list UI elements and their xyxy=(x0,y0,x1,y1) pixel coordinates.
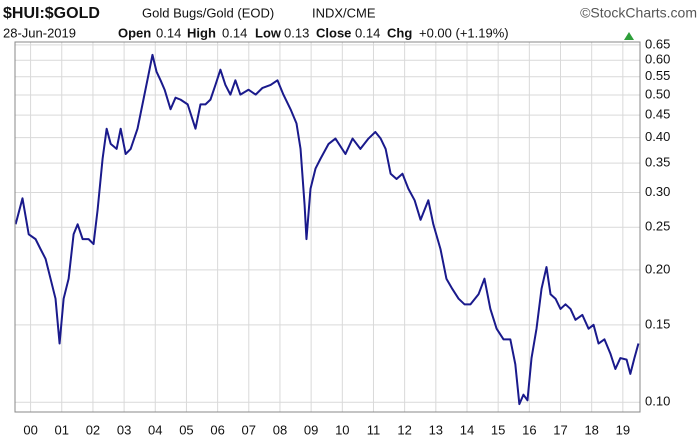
x-tick-label: 19 xyxy=(616,422,630,437)
y-tick-label: 0.60 xyxy=(645,52,670,67)
y-tick-label: 0.15 xyxy=(645,316,670,331)
x-tick-label: 02 xyxy=(86,422,100,437)
y-tick-label: 0.25 xyxy=(645,219,670,234)
y-tick-label: 0.55 xyxy=(645,68,670,83)
quote-label: Low xyxy=(255,25,282,40)
y-tick-label: 0.10 xyxy=(645,394,670,409)
x-tick-label: 15 xyxy=(491,422,505,437)
x-tick-label: 09 xyxy=(304,422,318,437)
quote-value: 0.14 xyxy=(355,25,380,40)
y-tick-label: 0.35 xyxy=(645,155,670,170)
x-tick-label: 12 xyxy=(397,422,411,437)
x-tick-label: 03 xyxy=(117,422,131,437)
x-tick-label: 05 xyxy=(179,422,193,437)
subtitle: Gold Bugs/Gold (EOD) xyxy=(142,5,274,20)
y-tick-label: 0.40 xyxy=(645,129,670,144)
plot-area xyxy=(14,42,640,412)
quote-label: Close xyxy=(316,25,351,40)
quote-value: 0.13 xyxy=(284,25,309,40)
source: ©StockCharts.com xyxy=(580,5,697,21)
quote-value: 0.14 xyxy=(222,25,247,40)
x-tick-label: 14 xyxy=(460,422,474,437)
chart-title: $HUI:$GOLD xyxy=(3,5,100,22)
quote-label: Chg xyxy=(387,25,412,40)
quote-label: Open xyxy=(118,25,151,40)
x-tick-label: 01 xyxy=(55,422,69,437)
quote-value: +0.00 (+1.19%) xyxy=(419,25,509,40)
x-tick-label: 06 xyxy=(210,422,224,437)
quote-date: 28-Jun-2019 xyxy=(3,25,76,40)
x-tick-label: 00 xyxy=(23,422,37,437)
x-tick-label: 17 xyxy=(553,422,567,437)
x-tick-label: 13 xyxy=(429,422,443,437)
x-tick-label: 08 xyxy=(273,422,287,437)
up-arrow xyxy=(624,32,634,40)
x-tick-label: 16 xyxy=(522,422,536,437)
x-tick-label: 11 xyxy=(367,422,381,437)
x-tick-label: 04 xyxy=(148,422,162,437)
y-tick-label: 0.45 xyxy=(645,107,670,122)
y-tick-label: 0.30 xyxy=(645,184,670,199)
y-tick-label: 0.65 xyxy=(645,36,670,51)
plot-border xyxy=(14,41,641,413)
quote-label: High xyxy=(187,25,216,40)
x-tick-label: 18 xyxy=(584,422,598,437)
price-line xyxy=(14,53,640,406)
exchange: INDX/CME xyxy=(312,5,376,20)
x-tick-label: 10 xyxy=(335,422,349,437)
quote-value: 0.14 xyxy=(156,25,181,40)
y-tick-label: 0.50 xyxy=(645,86,670,101)
y-tick-label: 0.20 xyxy=(645,261,670,276)
x-tick-label: 07 xyxy=(242,422,256,437)
